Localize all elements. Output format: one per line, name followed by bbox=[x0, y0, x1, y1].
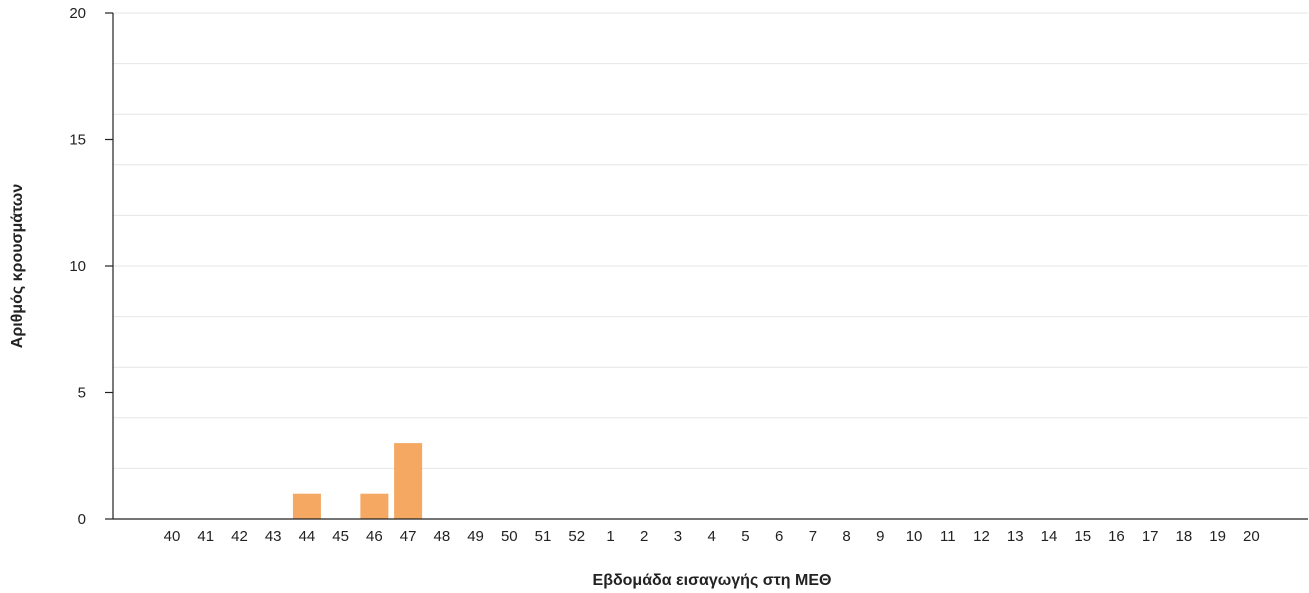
x-tick-label: 17 bbox=[1142, 528, 1159, 545]
x-tick-label: 3 bbox=[674, 528, 682, 545]
x-tick-label: 42 bbox=[231, 528, 248, 545]
x-tick-label: 19 bbox=[1209, 528, 1226, 545]
y-axis-title: Αριθμός κρουσμάτων bbox=[9, 184, 26, 349]
x-tick-label: 5 bbox=[741, 528, 749, 545]
x-tick-label: 40 bbox=[164, 528, 181, 545]
x-tick-labels: 40 41 42 43 44 45 46 47 48 49 50 51 52 1 2 3 4 5 6 7 8 9 10 11 1… bbox=[164, 528, 1260, 545]
x-tick-label: 46 bbox=[366, 528, 383, 545]
x-tick-label: 16 bbox=[1108, 528, 1125, 545]
y-tick-labels: 0 5 10 15 20 bbox=[69, 5, 86, 528]
x-tick-label: 4 bbox=[708, 528, 716, 545]
x-tick-label: 44 bbox=[299, 528, 316, 545]
x-tick-label: 8 bbox=[842, 528, 850, 545]
bar-week-47 bbox=[394, 443, 423, 519]
x-tick-label: 45 bbox=[332, 528, 349, 545]
bar-week-46 bbox=[360, 493, 389, 519]
x-tick-label: 7 bbox=[809, 528, 817, 545]
x-tick-label: 47 bbox=[400, 528, 417, 545]
x-tick-label: 11 bbox=[940, 528, 956, 545]
x-tick-label: 15 bbox=[1074, 528, 1091, 545]
axes bbox=[105, 12, 1308, 520]
x-tick-label: 52 bbox=[568, 528, 585, 545]
y-tick-label: 5 bbox=[78, 385, 86, 402]
bars bbox=[292, 443, 423, 519]
x-tick-label: 41 bbox=[197, 528, 214, 545]
x-tick-label: 10 bbox=[906, 528, 923, 545]
grid-lines bbox=[113, 12, 1308, 469]
x-tick-label: 9 bbox=[876, 528, 884, 545]
x-tick-label: 50 bbox=[501, 528, 518, 545]
y-tick-label: 10 bbox=[69, 258, 86, 275]
x-tick-label: 20 bbox=[1243, 528, 1260, 545]
y-tick-label: 0 bbox=[78, 511, 86, 528]
x-tick-label: 2 bbox=[640, 528, 648, 545]
x-tick-label: 1 bbox=[606, 528, 614, 545]
y-tick-label: 20 bbox=[69, 5, 86, 22]
x-tick-label: 18 bbox=[1176, 528, 1193, 545]
y-tick-label: 15 bbox=[69, 132, 86, 149]
x-tick-label: 6 bbox=[775, 528, 783, 545]
x-tick-label: 14 bbox=[1041, 528, 1058, 545]
x-tick-label: 12 bbox=[973, 528, 990, 545]
x-tick-label: 43 bbox=[265, 528, 282, 545]
x-tick-label: 51 bbox=[535, 528, 552, 545]
x-tick-label: 49 bbox=[467, 528, 484, 545]
x-tick-label: 13 bbox=[1007, 528, 1024, 545]
x-axis-title: Εβδομάδα εισαγωγής στη ΜΕΘ bbox=[593, 572, 832, 589]
x-tick-label: 48 bbox=[433, 528, 450, 545]
bar-week-44 bbox=[292, 493, 321, 519]
